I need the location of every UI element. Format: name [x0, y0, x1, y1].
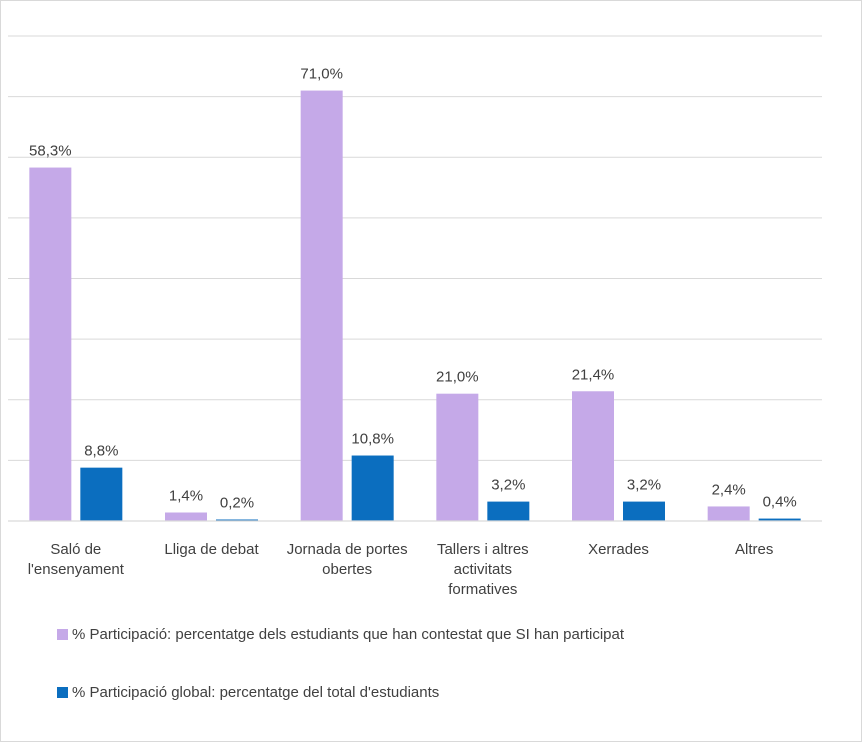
- legend-swatch-series-1: [57, 629, 68, 640]
- bar-series-1: [708, 506, 750, 521]
- data-label: 3,2%: [491, 477, 525, 494]
- data-label: 3,2%: [627, 477, 661, 494]
- bar-series-2: [80, 468, 122, 521]
- legend-item-series-1: % Participació: percentatge dels estudia…: [57, 626, 624, 643]
- data-label: 0,4%: [763, 494, 797, 511]
- bar-series-2: [623, 502, 665, 521]
- data-label: 10,8%: [351, 431, 394, 448]
- category-label: obertes: [322, 561, 372, 578]
- data-label: 2,4%: [712, 481, 746, 498]
- category-label: Jornada de portes: [287, 541, 408, 558]
- bar-series-2: [352, 456, 394, 521]
- data-label: 58,3%: [29, 143, 72, 160]
- data-label: 21,0%: [436, 369, 479, 386]
- data-label: 0,2%: [220, 495, 254, 512]
- bar-series-1: [572, 391, 614, 521]
- category-label: Lliga de debat: [164, 541, 259, 558]
- category-label: Altres: [735, 541, 773, 558]
- data-label: 21,4%: [572, 366, 615, 383]
- category-label: formatives: [448, 581, 517, 598]
- legend-item-series-2: % Participació global: percentatge del t…: [57, 684, 439, 701]
- category-label: activitats: [454, 561, 512, 578]
- bar-series-2: [487, 502, 529, 521]
- legend-label-series-2: % Participació global: percentatge del t…: [72, 684, 439, 701]
- category-label: Saló de: [50, 541, 101, 558]
- data-label: 1,4%: [169, 488, 203, 505]
- data-label: 8,8%: [84, 443, 118, 460]
- legend-label-series-1: % Participació: percentatge dels estudia…: [72, 626, 624, 643]
- data-label: 71,0%: [300, 66, 343, 83]
- category-label: l'ensenyament: [28, 561, 125, 578]
- category-label: Tallers i altres: [437, 541, 529, 558]
- category-label: Xerrades: [588, 541, 649, 558]
- bar-series-1: [436, 394, 478, 521]
- legend-swatch-series-2: [57, 687, 68, 698]
- bar-series-1: [29, 168, 71, 521]
- bar-series-1: [301, 91, 343, 521]
- bar-series-1: [165, 513, 207, 521]
